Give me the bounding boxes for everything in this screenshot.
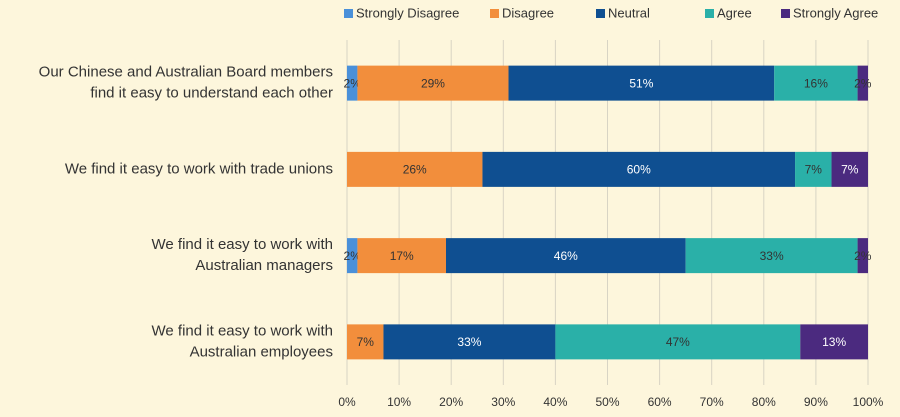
value-label: 2%	[854, 249, 872, 263]
x-tick-label: 30%	[491, 395, 515, 409]
legend-label: Strongly Agree	[793, 5, 878, 20]
value-label: 46%	[554, 249, 578, 263]
x-tick-label: 60%	[648, 395, 672, 409]
bar-segment	[685, 238, 858, 274]
x-tick-label: 50%	[595, 395, 619, 409]
value-label: 17%	[390, 249, 414, 263]
x-tick-label: 0%	[338, 395, 356, 409]
category-label: We find it easy to work with trade union…	[65, 160, 333, 177]
bar-segment	[347, 151, 483, 187]
bar-segment	[795, 151, 832, 187]
legend-swatch	[490, 9, 499, 18]
value-label: 2%	[344, 249, 362, 263]
legend-swatch	[344, 9, 353, 18]
x-tick-label: 40%	[543, 395, 567, 409]
bar-segment	[774, 65, 858, 101]
bar-segment	[357, 65, 509, 101]
value-label: 26%	[403, 163, 427, 177]
bar-segment	[357, 238, 446, 274]
x-tick-label: 20%	[439, 395, 463, 409]
bar-segment	[831, 151, 868, 187]
category-label: find it easy to understand each other	[90, 85, 333, 102]
bar-segment	[857, 238, 868, 274]
bar-segment	[347, 65, 358, 101]
legend-swatch	[781, 9, 790, 18]
x-tick-label: 100%	[853, 395, 884, 409]
value-label: 2%	[344, 76, 362, 90]
category-label: Australian managers	[195, 257, 333, 274]
category-label: We find it easy to work with	[152, 236, 333, 253]
value-label: 7%	[805, 163, 823, 177]
bar-segment	[800, 324, 868, 360]
bar-segment	[508, 65, 775, 101]
legend-swatch	[596, 9, 605, 18]
legend-swatch	[705, 9, 714, 18]
value-label: 7%	[357, 335, 375, 349]
value-label: 13%	[822, 335, 846, 349]
legend-label: Strongly Disagree	[356, 5, 459, 20]
bar-segment	[482, 151, 796, 187]
value-label: 60%	[627, 163, 651, 177]
category-label: Our Chinese and Australian Board members	[39, 64, 333, 81]
value-label: 33%	[457, 335, 481, 349]
bar-segment	[445, 238, 686, 274]
value-label: 51%	[629, 76, 653, 90]
category-label: Australian employees	[190, 343, 333, 360]
bar-segment	[347, 238, 358, 274]
legend-label: Agree	[717, 5, 752, 20]
bar-segment	[555, 324, 801, 360]
value-label: 2%	[854, 76, 872, 90]
x-tick-label: 80%	[752, 395, 776, 409]
legend-label: Disagree	[502, 5, 554, 20]
x-tick-label: 90%	[804, 395, 828, 409]
value-label: 29%	[421, 76, 445, 90]
value-label: 7%	[841, 163, 859, 177]
value-label: 33%	[760, 249, 784, 263]
bar-segment	[857, 65, 868, 101]
legend-label: Neutral	[608, 5, 650, 20]
x-tick-label: 70%	[700, 395, 724, 409]
bar-segment	[383, 324, 556, 360]
value-label: 47%	[666, 335, 690, 349]
x-tick-label: 10%	[387, 395, 411, 409]
bar-segment	[347, 324, 384, 360]
category-label: We find it easy to work with	[152, 322, 333, 339]
value-label: 16%	[804, 76, 828, 90]
